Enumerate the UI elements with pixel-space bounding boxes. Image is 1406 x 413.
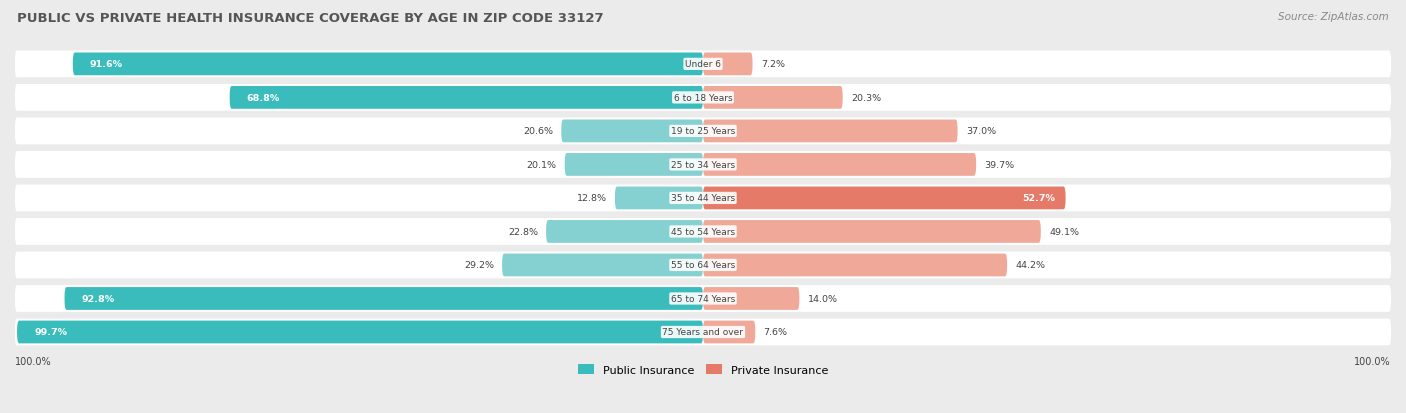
Text: 12.8%: 12.8% (576, 194, 606, 203)
FancyBboxPatch shape (15, 51, 1391, 78)
FancyBboxPatch shape (703, 87, 842, 109)
Text: 49.1%: 49.1% (1049, 228, 1078, 236)
Text: 55 to 64 Years: 55 to 64 Years (671, 261, 735, 270)
FancyBboxPatch shape (502, 254, 703, 277)
FancyBboxPatch shape (703, 53, 752, 76)
Text: 100.0%: 100.0% (15, 356, 52, 366)
FancyBboxPatch shape (703, 154, 976, 176)
Text: 35 to 44 Years: 35 to 44 Years (671, 194, 735, 203)
FancyBboxPatch shape (703, 321, 755, 344)
FancyBboxPatch shape (17, 321, 703, 344)
Text: 37.0%: 37.0% (966, 127, 995, 136)
Text: 45 to 54 Years: 45 to 54 Years (671, 228, 735, 236)
Text: 7.2%: 7.2% (761, 60, 785, 69)
Text: 14.0%: 14.0% (807, 294, 838, 303)
FancyBboxPatch shape (703, 187, 1066, 210)
FancyBboxPatch shape (15, 185, 1391, 212)
Text: 20.6%: 20.6% (523, 127, 553, 136)
Text: 29.2%: 29.2% (464, 261, 494, 270)
FancyBboxPatch shape (561, 120, 703, 143)
Text: 19 to 25 Years: 19 to 25 Years (671, 127, 735, 136)
Legend: Public Insurance, Private Insurance: Public Insurance, Private Insurance (574, 360, 832, 380)
FancyBboxPatch shape (15, 85, 1391, 112)
Text: 52.7%: 52.7% (1022, 194, 1056, 203)
FancyBboxPatch shape (703, 120, 957, 143)
FancyBboxPatch shape (703, 221, 1040, 243)
Text: 92.8%: 92.8% (82, 294, 115, 303)
FancyBboxPatch shape (703, 254, 1007, 277)
Text: Source: ZipAtlas.com: Source: ZipAtlas.com (1278, 12, 1389, 22)
FancyBboxPatch shape (229, 87, 703, 109)
FancyBboxPatch shape (15, 152, 1391, 178)
Text: PUBLIC VS PRIVATE HEALTH INSURANCE COVERAGE BY AGE IN ZIP CODE 33127: PUBLIC VS PRIVATE HEALTH INSURANCE COVER… (17, 12, 603, 25)
Text: 20.3%: 20.3% (851, 94, 882, 103)
FancyBboxPatch shape (15, 118, 1391, 145)
FancyBboxPatch shape (546, 221, 703, 243)
FancyBboxPatch shape (614, 187, 703, 210)
FancyBboxPatch shape (65, 287, 703, 310)
FancyBboxPatch shape (15, 252, 1391, 279)
Text: 68.8%: 68.8% (247, 94, 280, 103)
Text: 7.6%: 7.6% (763, 328, 787, 337)
FancyBboxPatch shape (73, 53, 703, 76)
Text: 20.1%: 20.1% (526, 161, 557, 169)
FancyBboxPatch shape (15, 218, 1391, 245)
Text: Under 6: Under 6 (685, 60, 721, 69)
Text: 25 to 34 Years: 25 to 34 Years (671, 161, 735, 169)
FancyBboxPatch shape (15, 319, 1391, 346)
Text: 22.8%: 22.8% (508, 228, 538, 236)
Text: 65 to 74 Years: 65 to 74 Years (671, 294, 735, 303)
Text: 44.2%: 44.2% (1015, 261, 1045, 270)
Text: 99.7%: 99.7% (34, 328, 67, 337)
Text: 6 to 18 Years: 6 to 18 Years (673, 94, 733, 103)
FancyBboxPatch shape (703, 287, 800, 310)
Text: 91.6%: 91.6% (90, 60, 122, 69)
Text: 75 Years and over: 75 Years and over (662, 328, 744, 337)
Text: 100.0%: 100.0% (1354, 356, 1391, 366)
FancyBboxPatch shape (15, 285, 1391, 312)
FancyBboxPatch shape (565, 154, 703, 176)
Text: 39.7%: 39.7% (984, 161, 1015, 169)
